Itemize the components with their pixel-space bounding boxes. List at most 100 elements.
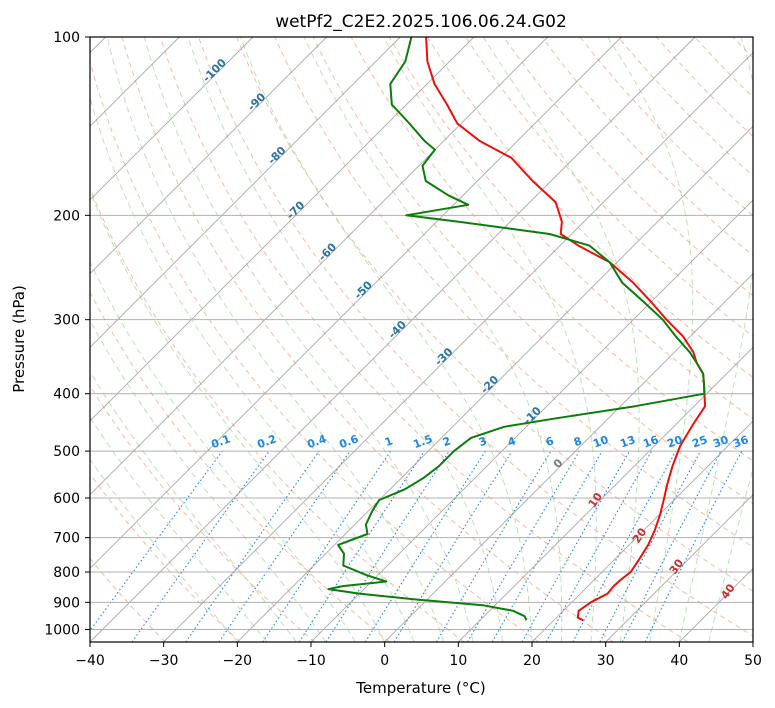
- dry-adiabat: [312, 37, 753, 505]
- mixing-ratio-line: [218, 450, 351, 642]
- y-tick-label: 400: [53, 387, 80, 403]
- y-tick-label: 800: [53, 565, 80, 581]
- mixing-ratio-line: [521, 450, 630, 642]
- isotherm-line: [90, 37, 254, 201]
- x-tick-label: −20: [223, 653, 253, 669]
- dry-adiabat: [388, 37, 753, 420]
- isotherm-line: [237, 125, 753, 642]
- mixing-ratio-label: 36: [731, 433, 750, 451]
- dry-adiabat: [121, 37, 614, 642]
- background-lines: [90, 37, 753, 642]
- dry-adiabat: [236, 37, 753, 592]
- moist-adiabat: [143, 37, 474, 642]
- moist-adiabat: [239, 37, 533, 642]
- mixing-ratio-label: 16: [641, 433, 660, 451]
- x-tick-label: −40: [75, 653, 105, 669]
- x-tick-label: 50: [744, 653, 762, 669]
- y-tick-label: 100: [53, 30, 80, 46]
- moist-adiabat: [607, 37, 694, 642]
- mixing-ratio-label: 0.2: [255, 432, 278, 451]
- x-tick-label: −30: [149, 653, 179, 669]
- x-tick-label: −10: [296, 653, 326, 669]
- dry-adiabat: [90, 186, 465, 642]
- y-tick-label: 900: [53, 595, 80, 611]
- mixing-ratio-line: [572, 450, 677, 642]
- y-tick-label: 1000: [44, 622, 80, 638]
- mixing-ratio-label: 1.5: [411, 432, 434, 451]
- moist-adiabat: [90, 189, 386, 642]
- mixing-ratio-label: 2: [441, 434, 453, 449]
- mixing-ratio-label: 0.1: [209, 432, 232, 451]
- dry-adiabat: [90, 291, 390, 642]
- x-axis-title: Temperature (°C): [355, 679, 485, 697]
- mixing-ratio-label: 0.4: [305, 432, 328, 451]
- moist-adiabat: [90, 458, 238, 642]
- dry-adiabat: [90, 384, 316, 642]
- dry-adiabat: [159, 37, 689, 642]
- isotherm-line: [90, 37, 327, 275]
- mixing-ratio-line: [185, 450, 320, 642]
- dry-adiabat: [90, 472, 241, 642]
- y-tick-label: 500: [53, 444, 80, 460]
- dry-adiabat: [350, 37, 753, 462]
- y-axis-title: Pressure (hPa): [10, 285, 28, 393]
- isotherm-line: [90, 37, 401, 348]
- mixing-ratio-label: 25: [690, 433, 709, 450]
- dry-adiabat: [503, 37, 753, 297]
- mixing-ratio-label: 30: [711, 433, 730, 451]
- dry-adiabat: [90, 59, 540, 642]
- isotherm-line: [90, 37, 622, 569]
- dewpoint-line: [327, 37, 706, 621]
- isotherm-line: [163, 52, 753, 642]
- mixing-ratio-line: [393, 450, 513, 642]
- isotherm-line: [531, 420, 753, 642]
- mixing-ratio-label: 0.6: [337, 432, 360, 451]
- moist-adiabat: [90, 260, 356, 642]
- isotherm-line: [310, 199, 753, 642]
- dry-adiabat: [90, 557, 166, 642]
- mixing-ratio-line: [644, 450, 743, 642]
- x-tick-label: 40: [670, 653, 688, 669]
- y-tick-label: 200: [53, 208, 80, 224]
- isotherm-line: [90, 37, 696, 642]
- moist-adiabat: [90, 416, 268, 642]
- moist-adiabat: [708, 466, 753, 642]
- isotherm-line: [90, 37, 475, 422]
- plot-frame: [89, 36, 754, 643]
- mixing-ratio-line: [262, 450, 392, 642]
- y-tick-label: 600: [53, 491, 80, 507]
- mixing-ratio-label: 10: [591, 433, 610, 451]
- isotherm-line: [605, 494, 753, 642]
- isotherm-line: [90, 37, 548, 496]
- isotherm-line: [384, 273, 753, 642]
- series-layer: [327, 37, 707, 622]
- moist-adiabat: [303, 37, 563, 642]
- mixing-ratio-label: 13: [618, 433, 637, 450]
- dry-adiabat: [465, 37, 753, 338]
- moist-adiabat: [187, 37, 503, 642]
- mixing-ratio-label: 1: [383, 434, 395, 449]
- x-tick-label: 10: [449, 653, 467, 669]
- mixing-ratio-line: [298, 450, 425, 642]
- chart-title: wetPf2_C2E2.2025.106.06.24.G02: [275, 12, 567, 32]
- x-axis: −40 −30 −20 −10 0 10 20 30 40 50: [75, 642, 762, 669]
- mixing-ratio-line: [131, 450, 270, 642]
- mixing-ratio-line: [325, 450, 450, 642]
- x-tick-label: 30: [597, 653, 615, 669]
- mixing-ratio-line: [90, 450, 223, 632]
- mixing-ratio-label: 4: [506, 434, 518, 449]
- isotherm-line: [458, 346, 753, 642]
- mixing-ratio-label: 6: [544, 434, 556, 449]
- moist-adiabat: [678, 37, 753, 642]
- y-tick-label: 700: [53, 531, 80, 547]
- mixing-ratio-label: 3: [477, 434, 489, 449]
- x-tick-label: 0: [380, 653, 389, 669]
- y-tick-label: 300: [53, 313, 80, 329]
- x-tick-label: 20: [523, 653, 541, 669]
- y-axis: 100 200 300 400 500 600 700 800 900 1000: [44, 30, 90, 638]
- moist-adiabat: [90, 319, 327, 642]
- moist-adiabat: [90, 370, 297, 642]
- mixing-ratio-label: 8: [572, 434, 584, 449]
